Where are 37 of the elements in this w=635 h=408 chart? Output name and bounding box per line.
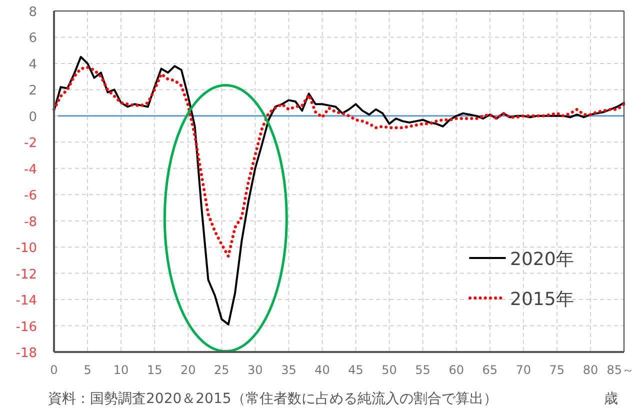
x-tick-label: 10 <box>113 363 129 377</box>
y-tick-label: 0 <box>28 110 37 125</box>
line-series <box>53 56 625 326</box>
legend-label: 2015年 <box>510 289 574 310</box>
x-tick-label: 65 <box>482 363 498 377</box>
y-tick-label: -12 <box>16 267 37 282</box>
x-tick-label: 85～ <box>606 363 634 377</box>
x-tick-label: 5 <box>84 363 92 377</box>
y-tick-label: -10 <box>16 241 37 256</box>
x-tick-label: 30 <box>248 363 263 377</box>
x-tick-label: 45 <box>348 363 364 377</box>
legend-label: 2020年 <box>510 249 574 270</box>
text: 資料：国勢調査2020＆2015（常住者数に占める純流入の割合で算出） <box>48 391 498 407</box>
x-tick-label: 75 <box>549 363 565 377</box>
y-tick-label: -4 <box>24 162 37 178</box>
y-tick-label: 4 <box>28 57 37 72</box>
y-tick-label: -8 <box>24 214 37 230</box>
x-tick-label: 25 <box>214 363 230 377</box>
y-tick-label: -2 <box>24 136 37 152</box>
x-tick-label: 70 <box>516 363 532 377</box>
x-tick-label: 20 <box>180 363 196 377</box>
y-tick-label: -14 <box>16 294 37 309</box>
x-tick-label: 15 <box>146 363 162 377</box>
y-tick-label: 6 <box>28 31 37 46</box>
y-tick-label: -16 <box>16 320 37 335</box>
x-tick-label: 50 <box>382 363 397 377</box>
y-tick-label: -18 <box>16 346 37 361</box>
x-axis-title: 歳 <box>604 391 618 407</box>
x-tick-label: 55 <box>415 363 430 377</box>
x-tick-label: 35 <box>281 363 296 377</box>
x-tick-label: 40 <box>314 363 330 377</box>
x-tick-label: 80 <box>582 363 598 377</box>
y-tick-label: -6 <box>24 188 37 204</box>
x-tick-label: 0 <box>50 363 58 377</box>
y-tick-label: 8 <box>28 5 37 20</box>
y-tick-label: 2 <box>28 84 37 99</box>
x-tick-label: 60 <box>448 363 464 377</box>
